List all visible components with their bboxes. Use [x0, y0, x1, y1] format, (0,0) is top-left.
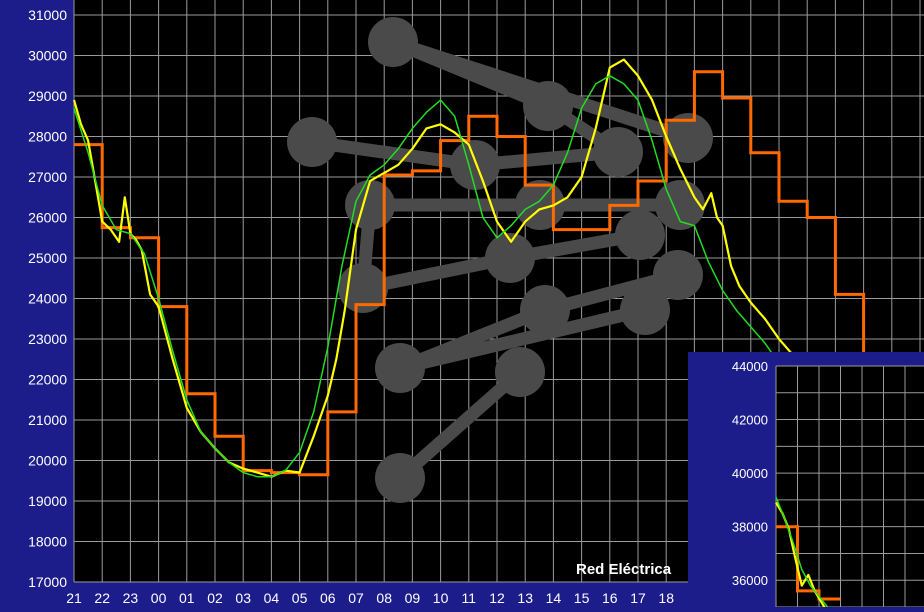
watermark-link: [356, 251, 517, 295]
y-tick-label: 19000: [28, 493, 67, 509]
y-tick-label: 27000: [28, 169, 67, 185]
x-tick-label: 01: [179, 590, 195, 606]
watermark-node: [375, 343, 425, 393]
watermark-node: [655, 180, 705, 230]
x-tick-label: 12: [489, 590, 505, 606]
y-tick-label: 25000: [28, 250, 67, 266]
x-tick-label: 05: [292, 590, 308, 606]
x-tick-label: 06: [320, 590, 336, 606]
x-tick-label: 21: [66, 590, 82, 606]
y-tick-label: 24000: [28, 291, 67, 307]
inset-y-tick-label: 36000: [732, 573, 768, 588]
y-tick-label: 20000: [28, 453, 67, 469]
inset-y-tick-label: 44000: [732, 359, 768, 374]
watermark-node: [345, 180, 395, 230]
x-tick-label: 08: [376, 590, 392, 606]
x-tick-label: 09: [405, 590, 421, 606]
series-hourly-steps: [776, 525, 841, 601]
main-x-axis: 21 22 23 00 01 02 03 04 05 06 07 08 09 10 11 12 13 14 15 16…: [66, 590, 674, 606]
x-tick-label: 04: [264, 590, 280, 606]
inset-y-tick-label: 38000: [732, 520, 768, 535]
watermark-node: [515, 180, 565, 230]
x-tick-label: 07: [348, 590, 364, 606]
y-tick-label: 28000: [28, 129, 67, 145]
watermark-node: [520, 285, 570, 335]
watermark-node: [495, 347, 545, 397]
x-tick-label: 02: [207, 590, 223, 606]
watermark-node: [615, 210, 665, 260]
x-tick-label: 03: [235, 590, 251, 606]
inset-y-tick-label: 42000: [732, 413, 768, 428]
x-tick-label: 15: [574, 590, 590, 606]
series-forecast: [775, 496, 829, 608]
x-tick-label: 00: [151, 590, 167, 606]
inset-y-axis: 36000 38000 40000 42000 44000: [732, 359, 768, 588]
y-tick-label: 26000: [28, 210, 67, 226]
watermark-link: [393, 303, 552, 375]
main-series: [72, 58, 892, 518]
y-tick-label: 29000: [28, 88, 67, 104]
watermark-node: [485, 233, 535, 283]
inset-y-tick-label: 40000: [732, 466, 768, 481]
x-tick-label: 11: [462, 590, 477, 606]
main-demand-chart: 1700018000190002000021000220002300024000…: [28, 0, 924, 606]
x-tick-label: 13: [517, 590, 533, 606]
watermark-node: [375, 453, 425, 503]
x-tick-label: 14: [546, 590, 562, 606]
watermark-node: [450, 140, 500, 190]
series-forecast: [73, 75, 865, 518]
watermark-node: [653, 250, 703, 300]
inset-series: [775, 496, 841, 612]
x-tick-label: 18: [658, 590, 674, 606]
y-tick-label: 30000: [28, 48, 67, 64]
watermark-node: [620, 285, 670, 335]
inset-demand-chart: 36000 38000 40000 42000 44000: [688, 352, 924, 612]
inset-grid: [775, 365, 924, 608]
watermark-node: [663, 113, 713, 163]
series-real-demand: [72, 58, 865, 510]
watermark-node: [287, 117, 337, 167]
watermark-node: [593, 127, 643, 177]
y-tick-label: 18000: [28, 534, 67, 550]
x-tick-label: 23: [123, 590, 139, 606]
watermark-node: [523, 81, 573, 131]
watermark-link: [393, 365, 527, 485]
series-hourly-steps: [74, 70, 892, 477]
x-tick-label: 17: [630, 590, 646, 606]
x-tick-label: 10: [433, 590, 449, 606]
x-tick-label: 16: [602, 590, 618, 606]
y-tick-label: 17000: [28, 574, 67, 590]
y-tick-label: 23000: [28, 331, 67, 347]
watermark-label: Red Eléctrica: [576, 561, 672, 578]
y-tick-label: 31000: [28, 7, 67, 23]
y-tick-label: 22000: [28, 372, 67, 388]
x-tick-label: 22: [94, 590, 110, 606]
watermark-node: [368, 17, 418, 67]
y-tick-label: 21000: [28, 412, 67, 428]
main-y-axis: 17000 18000 19000 20000 21000 22000 23000 24000…: [28, 7, 67, 590]
